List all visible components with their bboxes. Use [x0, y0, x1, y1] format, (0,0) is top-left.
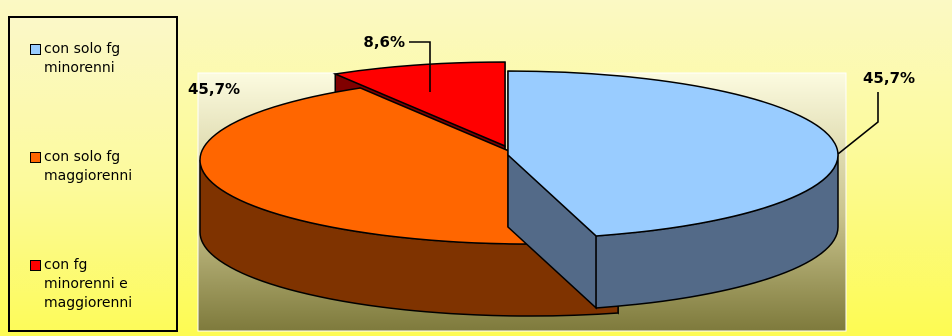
pie-slice-0	[507, 70, 839, 310]
legend-swatch-maggiorenni	[30, 152, 41, 163]
leader-line-0	[837, 92, 879, 155]
legend-swatch-minorenni	[30, 44, 41, 55]
data-label-0: 45,7%	[863, 69, 915, 87]
legend-line: minorenni	[44, 60, 115, 76]
data-label-2: 8,6%	[363, 33, 405, 51]
legend-line: con solo fg	[44, 41, 121, 57]
legend-label-minorenni: con solo fg minorenni	[44, 40, 176, 78]
legend-label-entrambi: con fg minorenni e maggiorenni	[44, 256, 176, 313]
legend-swatch-entrambi	[30, 260, 41, 271]
legend-line: con solo fg	[44, 149, 121, 165]
legend: con solo fg minorenni con solo fg maggio…	[8, 16, 178, 332]
legend-line: maggiorenni	[44, 295, 133, 311]
legend-line: con fg	[44, 257, 88, 273]
leader-line-2	[409, 41, 431, 92]
legend-line: maggiorenni	[44, 168, 133, 184]
data-label-1: 45,7%	[188, 80, 240, 98]
legend-line: minorenni e	[44, 276, 128, 292]
legend-label-maggiorenni: con solo fg maggiorenni	[44, 148, 176, 186]
